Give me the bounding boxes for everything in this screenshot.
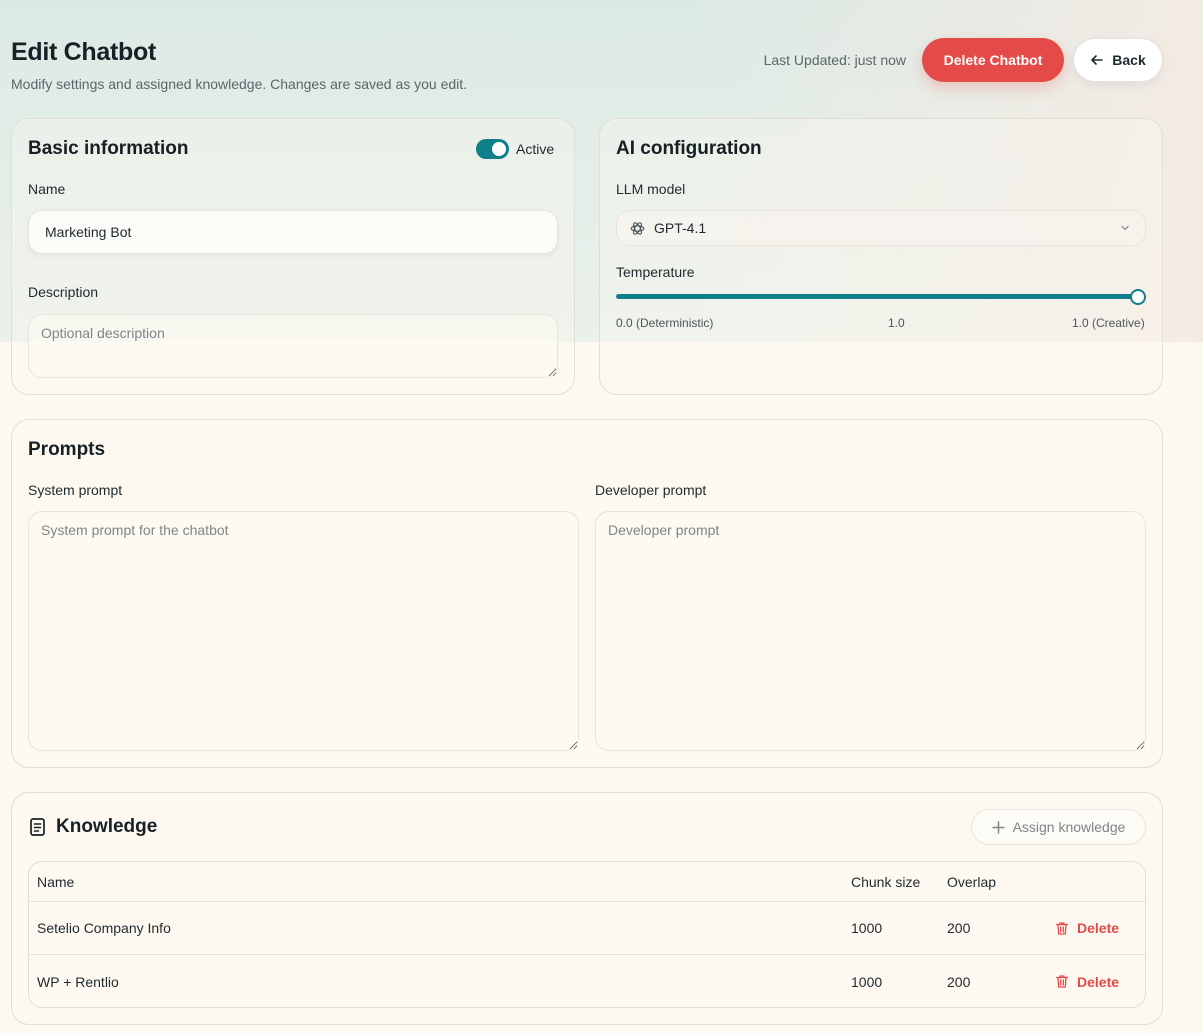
knowledge-table: Name Chunk size Overlap Setelio Company … [28,861,1146,1008]
prompts-title: Prompts [28,439,106,460]
back-button-label: Back [1112,52,1146,68]
assign-knowledge-button[interactable]: Assign knowledge [971,809,1146,845]
knowledge-overlap: 200 [947,973,971,990]
knowledge-title: Knowledge [56,816,158,837]
delete-knowledge-button[interactable]: Delete [1055,920,1119,936]
knowledge-name: WP + Rentlio [37,973,119,990]
name-label: Name [28,181,66,197]
temperature-slider-track[interactable] [616,294,1138,299]
arrow-left-icon [1091,55,1104,65]
llm-model-select[interactable]: GPT-4.1 [616,210,1146,246]
developer-prompt-label: Developer prompt [595,482,707,498]
trash-icon [1055,921,1069,935]
book-icon [30,818,45,836]
column-header-chunk-size: Chunk size [851,873,921,890]
knowledge-chunk-size: 1000 [851,920,883,936]
last-updated-text: Last Updated: just now [763,52,906,68]
chevron-down-icon [1121,225,1129,231]
ai-configuration-title: AI configuration [616,138,762,159]
name-input[interactable] [28,210,558,254]
temperature-value: 1.0 [888,316,905,330]
column-header-name: Name [37,873,75,890]
trash-icon [1055,975,1069,988]
temperature-min-label: 0.0 (Deterministic) [616,316,714,330]
plus-icon [991,820,1005,834]
system-prompt-textarea[interactable] [28,511,579,751]
knowledge-overlap: 200 [947,920,971,936]
table-row: WP + Rentlio 1000 200 Delete [29,955,1145,1007]
table-row: Setelio Company Info 1000 200 Delete [29,902,1145,955]
delete-knowledge-label: Delete [1077,920,1120,936]
temperature-slider-thumb[interactable] [1130,289,1146,305]
delete-knowledge-label: Delete [1077,973,1120,990]
llm-model-label: LLM model [616,181,686,197]
delete-knowledge-button[interactable]: Delete [1055,974,1119,990]
assign-knowledge-label: Assign knowledge [1012,819,1126,835]
openai-icon [630,221,645,235]
basic-information-title: Basic information [28,138,189,159]
page-title: Edit Chatbot [11,38,156,66]
page-subtitle: Modify settings and assigned knowledge. … [11,76,468,92]
active-toggle-label: Active [516,141,555,157]
llm-model-value: GPT-4.1 [654,220,707,236]
temperature-label: Temperature [616,264,695,280]
temperature-max-label: 1.0 (Creative) [1072,316,1145,330]
developer-prompt-textarea[interactable] [595,511,1146,751]
knowledge-chunk-size: 1000 [851,973,883,990]
active-toggle[interactable] [476,139,509,159]
back-button[interactable]: Back [1073,38,1163,82]
delete-chatbot-button[interactable]: Delete Chatbot [922,38,1064,82]
system-prompt-label: System prompt [28,482,123,498]
table-header-row: Name Chunk size Overlap [29,862,1145,902]
column-header-overlap: Overlap [947,873,997,890]
description-label: Description [28,284,99,300]
ai-configuration-card [599,118,1163,395]
description-textarea[interactable] [28,314,558,378]
knowledge-name: Setelio Company Info [37,920,171,936]
